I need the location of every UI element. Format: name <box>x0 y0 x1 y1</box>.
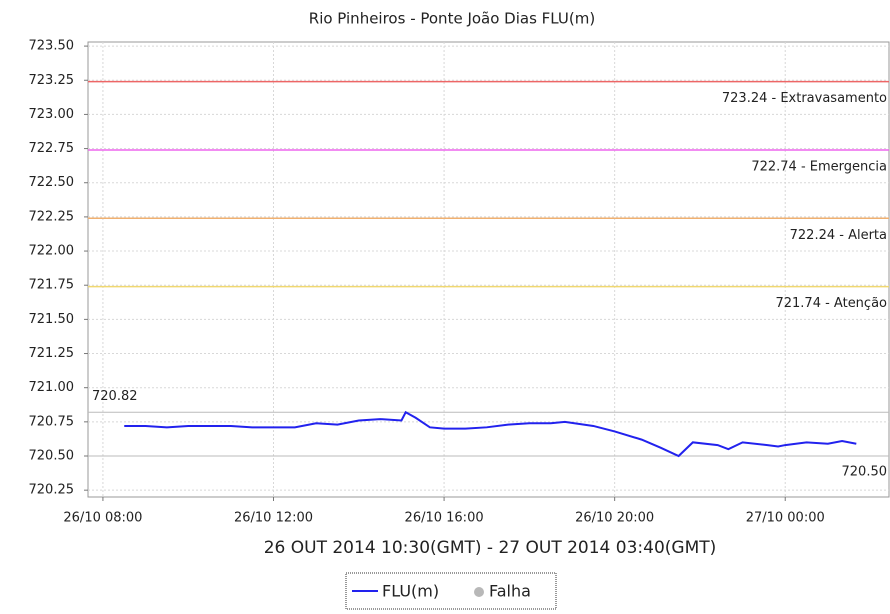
y-tick-label: 720.50 <box>29 449 75 464</box>
legend-swatch <box>474 587 484 597</box>
threshold-label: 721.74 - Atenção <box>775 296 887 311</box>
x-tick-label: 26/10 16:00 <box>405 511 484 526</box>
y-tick-label: 722.50 <box>29 175 75 190</box>
x-tick-label: 27/10 00:00 <box>746 511 825 526</box>
y-tick-label: 722.75 <box>29 141 75 156</box>
threshold-label: 722.74 - Emergencia <box>751 159 887 174</box>
y-tick-label: 722.00 <box>29 244 75 259</box>
y-tick-label: 723.00 <box>29 107 75 122</box>
legend-label: FLU(m) <box>382 582 439 601</box>
legend-box <box>345 572 557 610</box>
reference-label: 720.50 <box>842 465 888 480</box>
legend-label: Falha <box>489 582 531 601</box>
y-tick-label: 720.25 <box>29 483 75 498</box>
y-tick-label: 721.50 <box>29 312 75 327</box>
x-tick-label: 26/10 20:00 <box>575 511 654 526</box>
threshold-label: 722.24 - Alerta <box>790 228 887 243</box>
y-tick-label: 723.50 <box>29 39 75 54</box>
x-axis-label: 26 OUT 2014 10:30(GMT) - 27 OUT 2014 03:… <box>264 538 717 558</box>
y-tick-label: 720.75 <box>29 414 75 429</box>
x-tick-label: 26/10 12:00 <box>234 511 313 526</box>
data-line <box>124 410 857 458</box>
y-tick-label: 721.75 <box>29 278 75 293</box>
x-tick-label: 26/10 08:00 <box>63 511 142 526</box>
threshold-label: 723.24 - Extravasamento <box>722 91 887 106</box>
chart-title: Rio Pinheiros - Ponte João Dias FLU(m) <box>309 10 595 28</box>
y-tick-label: 721.25 <box>29 346 75 361</box>
plot-area <box>87 41 890 498</box>
y-tick-label: 723.25 <box>29 73 75 88</box>
y-tick-label: 721.00 <box>29 380 75 395</box>
y-tick-label: 722.25 <box>29 209 75 224</box>
reference-label: 720.82 <box>92 389 138 404</box>
